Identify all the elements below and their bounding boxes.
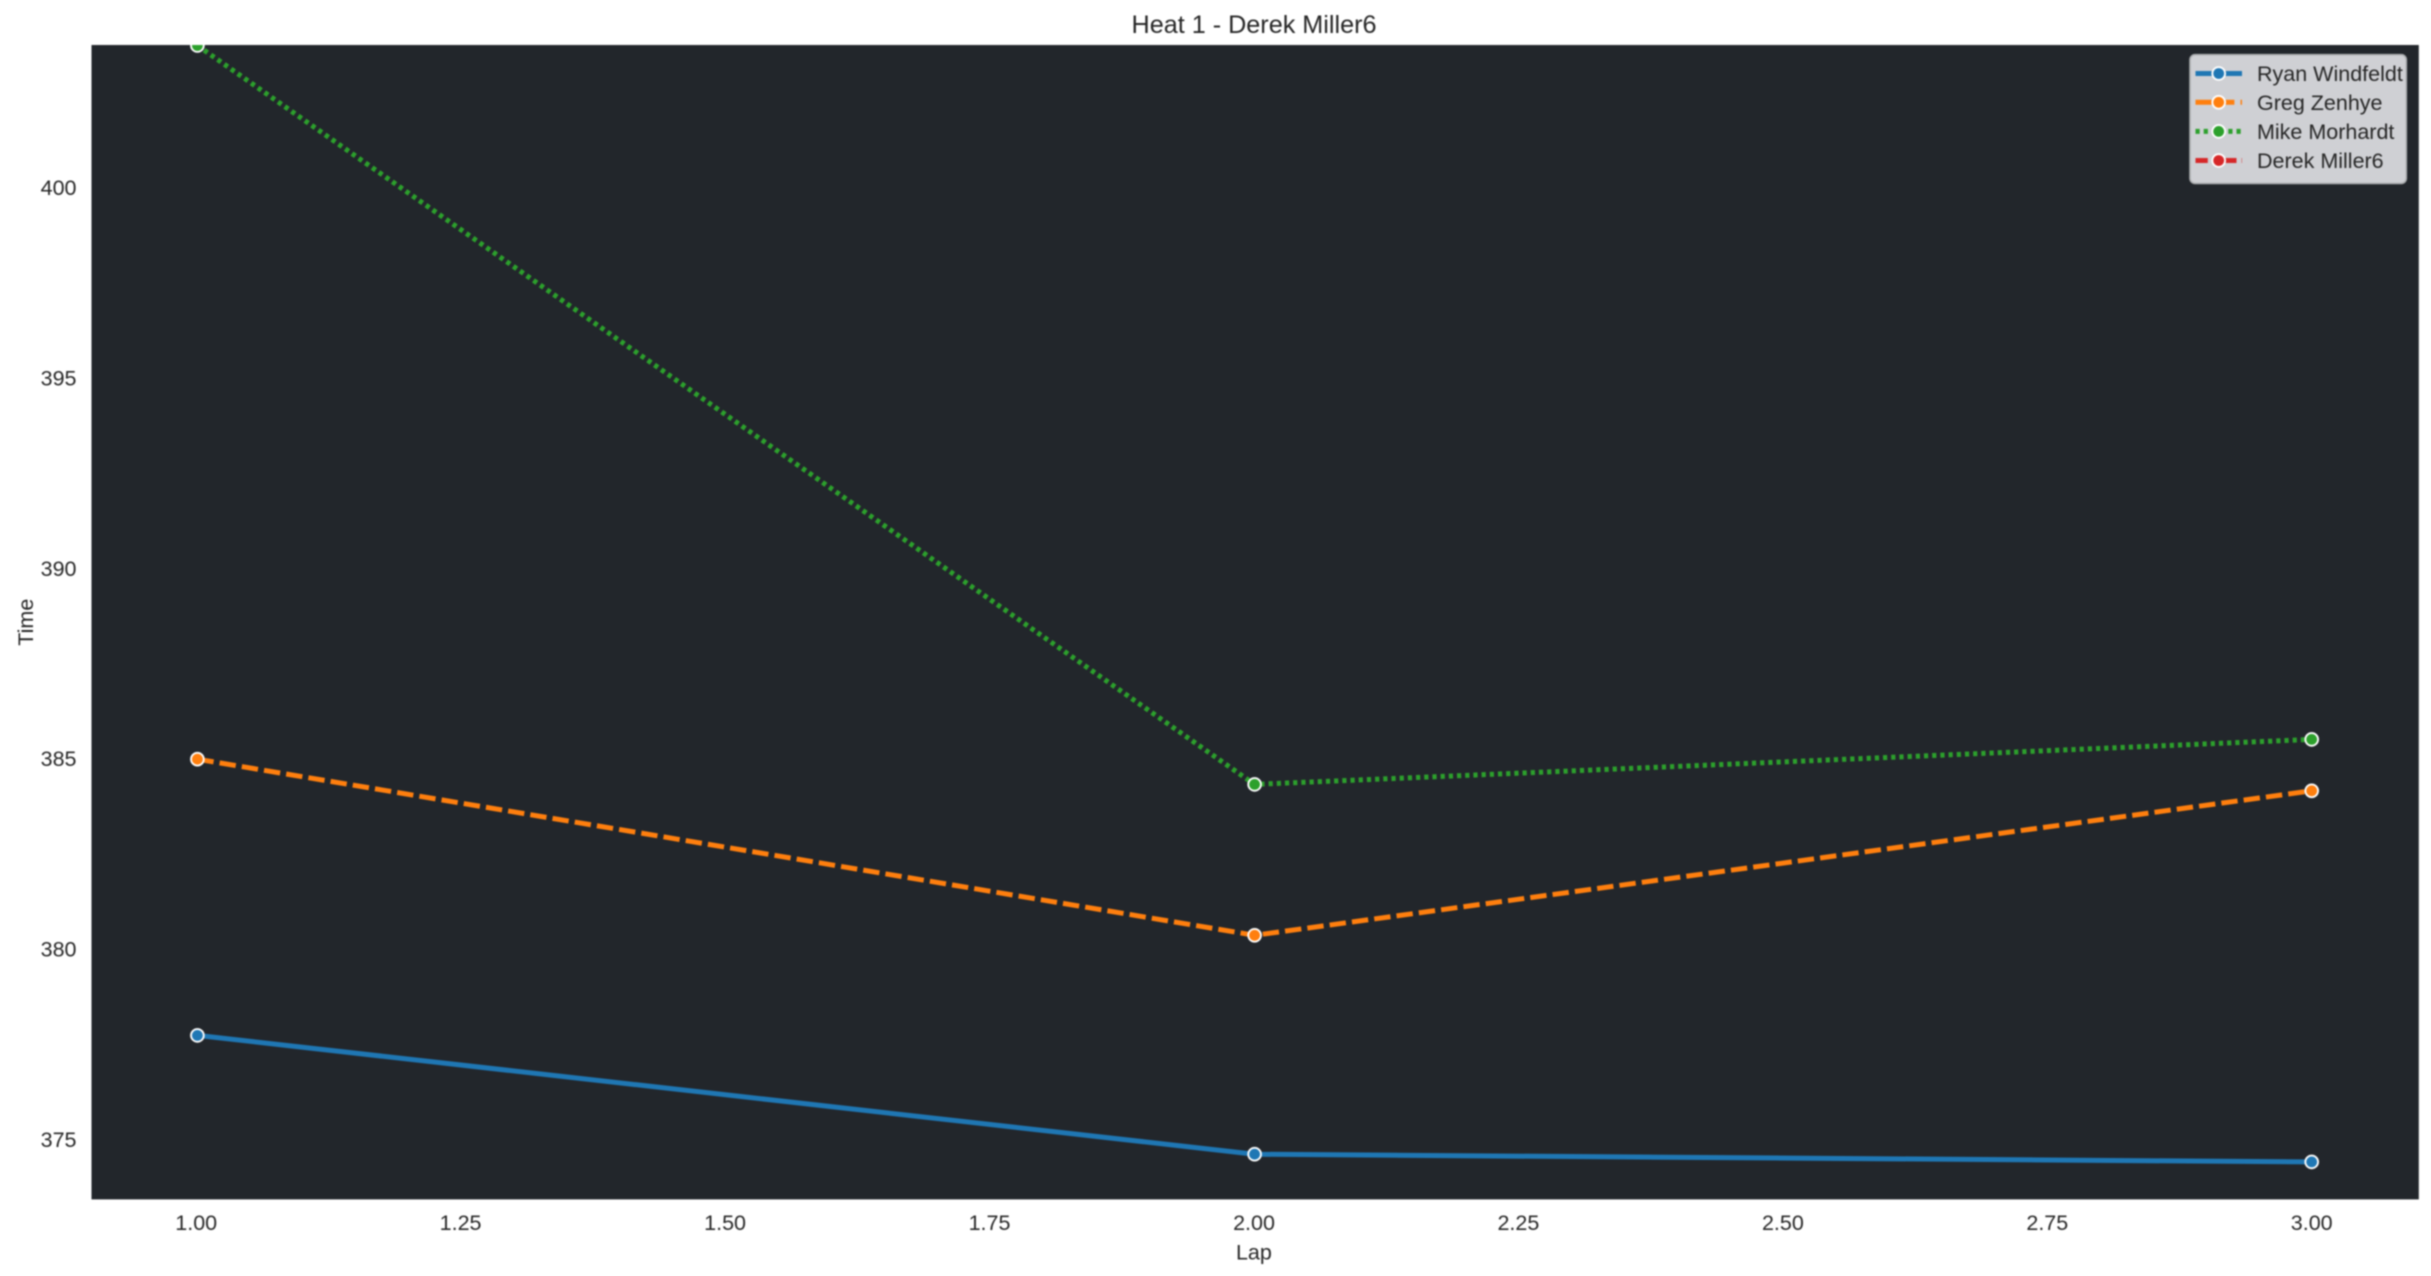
svg-text:3.00: 3.00 xyxy=(2291,1211,2333,1235)
svg-text:2.75: 2.75 xyxy=(2026,1211,2068,1235)
svg-text:375: 375 xyxy=(41,1128,77,1152)
svg-text:2.25: 2.25 xyxy=(1497,1211,1539,1235)
svg-text:Derek Miller6: Derek Miller6 xyxy=(2257,149,2384,173)
svg-text:1.00: 1.00 xyxy=(175,1211,217,1235)
svg-text:2.00: 2.00 xyxy=(1233,1211,1275,1235)
svg-text:390: 390 xyxy=(41,557,77,581)
svg-text:Ryan Windfeldt: Ryan Windfeldt xyxy=(2257,62,2403,86)
svg-text:Time: Time xyxy=(14,599,38,646)
svg-text:395: 395 xyxy=(41,366,77,390)
svg-text:2.50: 2.50 xyxy=(1762,1211,1804,1235)
svg-text:380: 380 xyxy=(41,938,77,962)
svg-text:Lap: Lap xyxy=(1236,1241,1272,1265)
svg-text:Heat 1 - Derek Miller6: Heat 1 - Derek Miller6 xyxy=(1132,11,1377,39)
svg-text:400: 400 xyxy=(41,176,77,200)
svg-text:Mike Morhardt: Mike Morhardt xyxy=(2257,120,2394,144)
svg-text:1.25: 1.25 xyxy=(440,1211,482,1235)
svg-text:385: 385 xyxy=(41,747,77,771)
svg-text:1.50: 1.50 xyxy=(704,1211,746,1235)
svg-text:Greg Zenhye: Greg Zenhye xyxy=(2257,91,2382,115)
svg-text:1.75: 1.75 xyxy=(969,1211,1011,1235)
